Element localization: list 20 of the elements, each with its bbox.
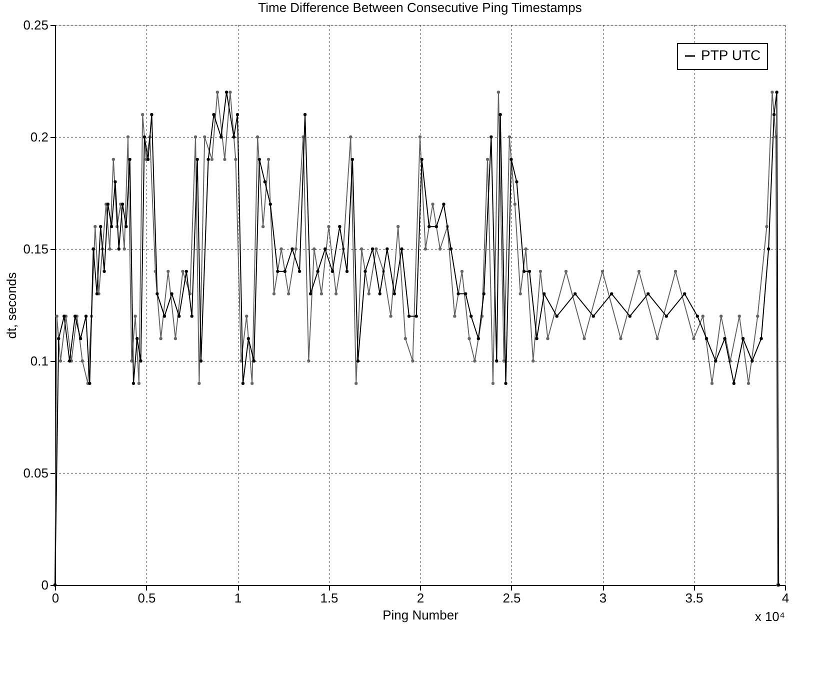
x-axis-title: Ping Number <box>382 608 460 622</box>
x-tick-label: 4 <box>782 590 790 606</box>
x-tick-label: 1 <box>234 590 242 606</box>
x-tick-label: 1.5 <box>320 590 338 606</box>
x-tick-label: 0 <box>52 590 60 606</box>
x-tick-label: 3 <box>599 590 607 606</box>
text: x 10⁴ <box>754 609 785 624</box>
x-tick-label: 0.5 <box>138 590 156 606</box>
x-tick-label: 2 <box>416 590 424 606</box>
y-tick-label: 0 <box>41 578 48 592</box>
y-axis-title: dt, seconds <box>4 272 20 339</box>
legend-label: PTP UTC <box>701 47 761 63</box>
y-tick-label: 0.05 <box>23 466 48 480</box>
y-tick-label: 0.15 <box>23 242 48 256</box>
y-tick-label: 0.2 <box>30 130 48 144</box>
y-tick-label: 0.25 <box>23 18 48 32</box>
x-tick-label: 2.5 <box>502 590 521 606</box>
y-tick-label: 0.1 <box>30 354 48 368</box>
chart-title: Time Difference Between Consecutive Ping Timestamps <box>258 0 582 15</box>
x-tick-label: 3.5 <box>685 590 704 606</box>
